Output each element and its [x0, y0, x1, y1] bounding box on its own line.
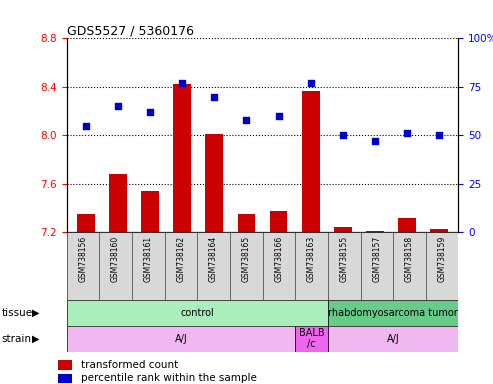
Bar — [334, 227, 352, 232]
Point — [371, 138, 379, 144]
Text: GSM738155: GSM738155 — [340, 236, 349, 282]
Bar — [206, 134, 223, 232]
Text: ▶: ▶ — [32, 334, 39, 344]
Bar — [366, 231, 384, 232]
Point — [146, 109, 154, 115]
Bar — [295, 326, 328, 352]
Bar — [430, 229, 448, 232]
Bar — [77, 214, 95, 232]
Text: GSM738157: GSM738157 — [372, 236, 382, 282]
Text: GSM738164: GSM738164 — [209, 236, 218, 282]
Point — [114, 103, 122, 109]
Text: GSM738156: GSM738156 — [78, 236, 87, 282]
Point — [178, 80, 186, 86]
Bar — [58, 374, 71, 383]
Text: GSM738160: GSM738160 — [111, 236, 120, 282]
Bar — [141, 191, 159, 232]
Text: GSM738158: GSM738158 — [405, 236, 414, 282]
Text: GDS5527 / 5360176: GDS5527 / 5360176 — [67, 24, 194, 37]
Text: tissue: tissue — [1, 308, 33, 318]
Bar — [328, 326, 458, 352]
Point — [339, 132, 347, 139]
Bar — [270, 210, 287, 232]
Bar — [67, 326, 295, 352]
Point — [211, 93, 218, 99]
Bar — [67, 300, 328, 326]
Text: BALB
/c: BALB /c — [299, 328, 324, 349]
Text: rhabdomyosarcoma tumor: rhabdomyosarcoma tumor — [328, 308, 458, 318]
Point — [243, 117, 250, 123]
Point — [435, 132, 443, 139]
Text: GSM738159: GSM738159 — [438, 236, 447, 282]
Text: strain: strain — [1, 334, 32, 344]
Point — [403, 130, 411, 136]
Point — [82, 122, 90, 129]
Text: percentile rank within the sample: percentile rank within the sample — [81, 373, 256, 383]
Bar — [109, 174, 127, 232]
Bar — [58, 360, 71, 369]
Text: control: control — [180, 308, 214, 318]
Bar — [174, 84, 191, 232]
Bar — [302, 91, 319, 232]
Point — [307, 80, 315, 86]
Text: GSM738162: GSM738162 — [176, 236, 185, 282]
Text: GSM738165: GSM738165 — [242, 236, 251, 282]
Text: A/J: A/J — [175, 334, 187, 344]
Point — [275, 113, 282, 119]
Text: GSM738166: GSM738166 — [274, 236, 283, 282]
Bar — [238, 214, 255, 232]
Bar — [328, 300, 458, 326]
Text: transformed count: transformed count — [81, 360, 178, 370]
Text: GSM738163: GSM738163 — [307, 236, 316, 282]
Text: GSM738161: GSM738161 — [143, 236, 153, 282]
Bar — [398, 218, 416, 232]
Text: A/J: A/J — [387, 334, 399, 344]
Text: ▶: ▶ — [32, 308, 39, 318]
